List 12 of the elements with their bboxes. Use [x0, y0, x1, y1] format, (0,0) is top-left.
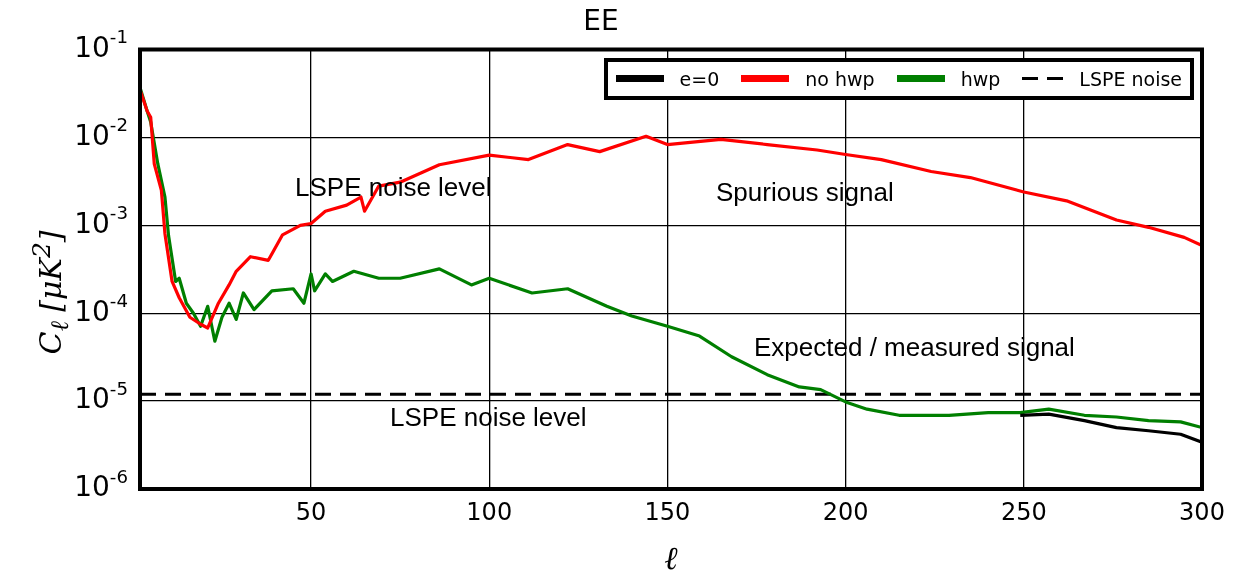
x-tick-label: 100 [466, 497, 513, 526]
x-tick-label: 150 [644, 497, 691, 526]
legend-label: no hwp [805, 67, 875, 90]
chart-title: EE [583, 4, 619, 38]
x-tick-label: 50 [295, 497, 327, 526]
legend-label: hwp [960, 67, 1001, 90]
x-axis-title: ℓ [664, 539, 679, 578]
legend-label: e=0 [679, 67, 720, 90]
legend-label: LSPE noise [1079, 67, 1182, 90]
x-tick-label: 200 [822, 497, 869, 526]
x-tick-label: 300 [1179, 497, 1225, 526]
x-tick-label: 250 [1000, 497, 1047, 526]
